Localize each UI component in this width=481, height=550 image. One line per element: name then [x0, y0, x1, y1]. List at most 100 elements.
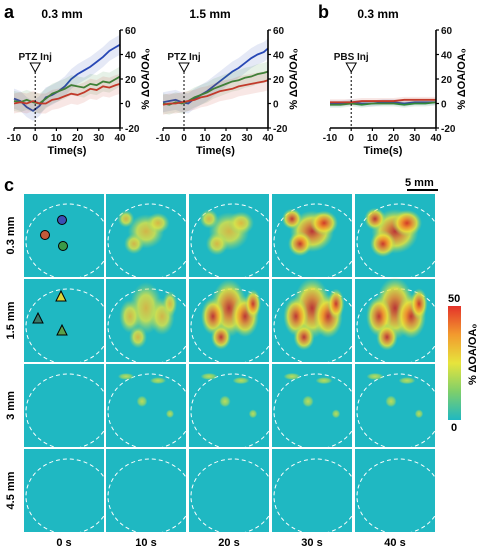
activation-blob [219, 395, 231, 408]
activation-blob [149, 377, 167, 384]
image-tile [189, 364, 276, 450]
x-tick-label: 40 [114, 133, 126, 144]
y-tick-label: 0 [441, 100, 447, 111]
injection-marker [178, 62, 190, 74]
activation-blob [117, 210, 135, 228]
tile-background [272, 449, 352, 532]
image-tile [106, 279, 193, 365]
tile-background [106, 449, 186, 532]
activation-blob [283, 372, 301, 380]
activation-blob [117, 373, 135, 380]
image-tile [272, 364, 359, 450]
image-tile [272, 277, 359, 365]
x-axis-label: Time(s) [364, 145, 403, 157]
image-tile [272, 194, 359, 280]
image-tiles [24, 194, 442, 535]
x-tick-label: 10 [51, 133, 63, 144]
activation-blob [331, 409, 341, 419]
activation-blob [211, 324, 231, 350]
activation-blob [391, 209, 423, 237]
row-label: 1.5 mm [5, 301, 17, 339]
panel-label-b: b [318, 2, 329, 22]
electrode-marker [55, 289, 67, 302]
activation-blob [282, 208, 302, 230]
x-tick-label: 20 [220, 133, 232, 144]
colorbar-label: % ΔOA/OA₀ [467, 324, 479, 385]
series-line-2 [13, 83, 121, 105]
column-label: 30 s [301, 537, 322, 549]
image-tile [355, 276, 442, 365]
tile-background [24, 194, 104, 277]
y-tick-label: 40 [441, 51, 453, 62]
activation-blob [366, 372, 384, 380]
image-tile [24, 364, 111, 450]
row-labels: 0.3 mm 1.5 mm 3 mm 4.5 mm [5, 216, 17, 509]
activation-blob [146, 212, 170, 234]
activation-blob [245, 289, 261, 319]
activation-blob [385, 395, 397, 408]
column-label: 0 s [56, 537, 71, 549]
brain-outline [356, 458, 442, 535]
row-label: 0.3 mm [5, 216, 17, 254]
colorbar-min: 0 [451, 422, 457, 434]
x-tick-label: 10 [367, 133, 379, 144]
series-line-0 [13, 43, 121, 112]
tile-background [24, 364, 104, 447]
x-tick-label: 20 [388, 133, 400, 144]
brain-outline [356, 373, 442, 450]
series-error-band [14, 34, 120, 121]
activation-blob [136, 395, 148, 407]
y-tick-label: -20 [273, 124, 288, 135]
image-tile [24, 194, 111, 280]
activation-blob [119, 299, 141, 334]
x-tick-label: 0 [32, 133, 38, 144]
y-tick-label: 20 [125, 75, 137, 86]
injection-marker [345, 62, 358, 74]
activation-blob [162, 290, 178, 317]
x-tick-label: 30 [93, 133, 105, 144]
x-tick-label: 30 [409, 133, 421, 144]
image-tile [189, 194, 276, 280]
activation-blob [199, 209, 219, 229]
activation-blob [293, 324, 315, 351]
x-tick-label: 10 [199, 133, 211, 144]
activation-blob [205, 232, 229, 256]
electrode-marker [58, 241, 68, 251]
electrode-marker [57, 215, 67, 225]
y-axis-label: % ΔOA/OA₀ [140, 48, 152, 109]
activation-blob [124, 233, 144, 255]
activation-blob [200, 372, 218, 380]
colorbar-gradient [448, 306, 461, 420]
activation-blob [327, 288, 345, 320]
activation-blob [364, 207, 386, 231]
row-label: 4.5 mm [5, 471, 17, 509]
activation-blob [302, 395, 314, 408]
activation-blob [248, 409, 258, 419]
image-tile [106, 364, 193, 450]
y-tick-label: -20 [125, 124, 140, 135]
injection-label: PTZ Inj [167, 52, 201, 63]
chart-title: 0.3 mm [41, 7, 82, 21]
activation-blob [398, 377, 416, 385]
tile-background [24, 449, 104, 532]
brain-outline [356, 203, 442, 280]
activation-blob [288, 231, 312, 257]
x-tick-label: 0 [348, 133, 354, 144]
x-axis-label: Time(s) [48, 145, 87, 157]
y-tick-label: 60 [125, 26, 137, 37]
x-tick-label: 40 [430, 133, 442, 144]
activation-blob [370, 230, 396, 258]
series-line-2 [162, 79, 269, 106]
x-tick-label: -10 [156, 133, 171, 144]
y-tick-label: 20 [441, 75, 453, 86]
y-axis-label: % ΔOA/OA₀ [456, 48, 468, 109]
electrode-marker [40, 230, 50, 240]
x-axis-label: Time(s) [196, 145, 235, 157]
image-tile [355, 364, 442, 450]
panel-c-image-grid: 5 mm 0.3 mm 1.5 mm 3 mm 4.5 mm 0 s 10 s 20 s 3… [5, 177, 479, 549]
injection-label: PBS Inj [334, 52, 369, 63]
x-tick-label: -10 [7, 133, 22, 144]
